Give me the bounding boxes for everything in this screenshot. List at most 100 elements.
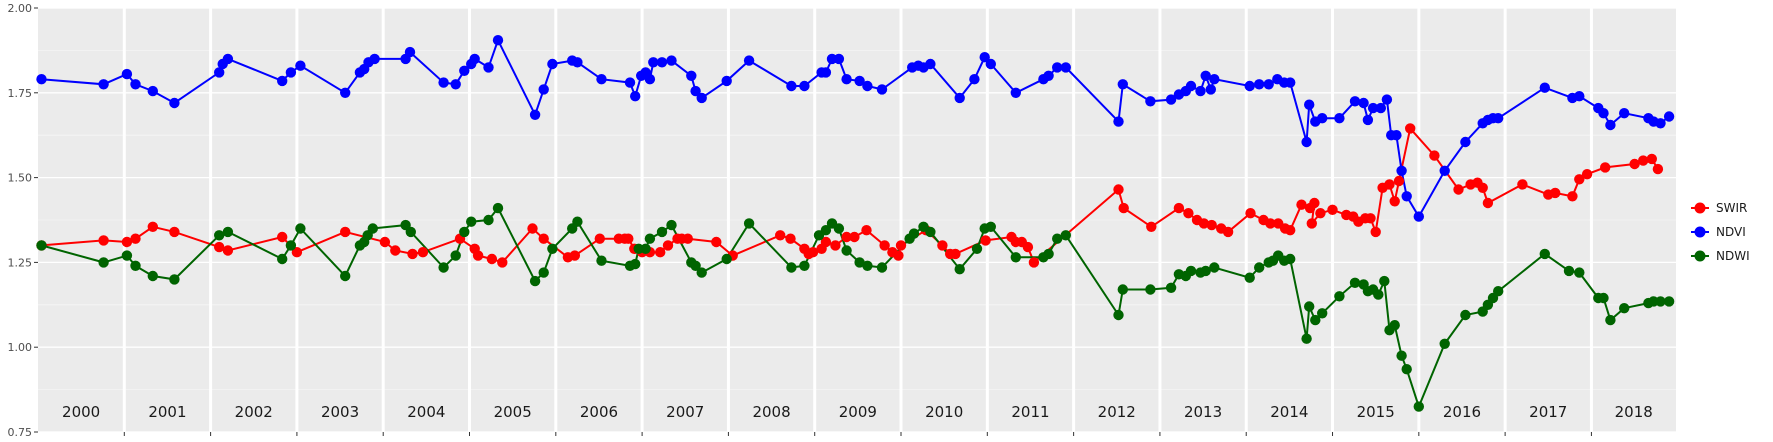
data-point-swir [1296,199,1307,210]
data-point-ndwi [492,202,504,214]
data-point-ndwi [786,262,797,273]
data-point-ndvi [369,53,380,65]
data-point-swir [1146,221,1157,232]
data-point-swir [497,257,508,268]
data-point-swir [861,225,872,236]
year-label: 2007 [666,403,704,421]
data-point-ndwi [908,228,920,239]
data-point-swir [879,240,890,251]
data-point-swir [1646,153,1658,165]
data-point-ndvi [1200,70,1211,82]
year-label: 2015 [1357,403,1395,421]
data-point-swir [1022,241,1034,253]
x-axis [123,432,1592,436]
data-point-swir [1173,202,1185,214]
data-point-swir [1206,219,1217,231]
data-point-ndvi [121,68,133,80]
data-point-ndvi [1043,70,1054,82]
data-point-ndwi [277,253,288,265]
data-point-ndvi [147,85,158,97]
data-point-ndwi [169,274,180,285]
data-point-ndwi [295,223,306,234]
data-point-swir [486,253,498,265]
data-point-ndvi [1413,211,1425,222]
data-point-ndvi [1362,114,1374,126]
data-point-swir [417,247,429,258]
data-point-swir [222,245,234,256]
data-point-ndwi [971,243,983,254]
data-point-ndvi [862,80,873,92]
data-point-swir [1581,169,1593,180]
data-point-ndvi [696,92,707,104]
data-point-ndwi [862,260,873,271]
data-point-ndvi [277,75,288,87]
data-point-swir [1028,257,1040,268]
year-label: 2005 [494,403,532,421]
data-point-ndwi [1310,314,1321,326]
y-tick-label: 1.25 [8,256,33,269]
data-point-swir [623,233,634,244]
data-point-swir [538,233,549,244]
data-point-ndwi [1244,272,1255,283]
data-point-swir [937,240,948,251]
data-point-swir [1638,155,1649,166]
data-point-ndwi [696,267,707,278]
data-point-swir [1315,208,1326,219]
data-point-swir [1629,158,1640,170]
data-point-ndwi [799,260,810,271]
data-point-swir [1517,179,1528,190]
data-point-swir [130,233,141,244]
data-point-swir [980,235,991,246]
legend-label: NDWI [1716,249,1750,263]
legend-item-ndvi: NDVI [1691,225,1746,239]
data-point-swir [1245,208,1256,219]
y-tick-label: 1.50 [8,172,33,185]
data-point-ndvi [483,62,494,73]
data-point-swir [390,245,401,256]
data-point-ndvi [624,77,636,88]
data-point-swir [1285,225,1296,236]
data-point-ndvi [1605,119,1616,131]
year-label: 2016 [1443,403,1481,421]
data-point-ndwi [466,216,477,227]
data-point-ndwi [954,264,965,275]
data-point-ndvi [799,80,810,92]
data-point-ndvi [1209,74,1220,85]
y-axis: 0.75 1.00 1.25 1.50 1.75 2.00 [8,2,38,439]
year-label: 2018 [1615,403,1653,421]
data-point-ndwi [405,226,416,238]
data-point-ndvi [690,85,701,97]
data-point-ndwi [1493,286,1504,297]
data-point-ndwi [1401,364,1412,375]
data-point-ndvi [1574,91,1585,102]
data-point-swir [1600,162,1611,173]
data-point-ndvi [648,57,659,68]
data-point-ndwi [630,258,641,270]
data-point-ndvi [1539,82,1551,93]
data-point-ndwi [1165,282,1177,293]
series-points [36,35,1675,412]
data-point-ndwi [1349,277,1361,288]
y-tick-label: 2.00 [8,2,33,15]
data-point-swir [1550,187,1561,199]
legend-key-point [1694,226,1706,238]
data-point-swir [1222,226,1234,238]
data-point-ndwi [841,245,852,256]
data-point-ndvi [841,74,852,85]
data-point-swir [1384,179,1395,190]
data-point-ndvi [1619,108,1630,119]
data-point-ndwi [1460,309,1471,321]
data-point-ndvi [1165,94,1177,105]
data-point-ndwi [1379,275,1390,287]
data-point-swir [1405,123,1416,134]
data-point-ndvi [1334,113,1345,124]
data-point-swir [1183,208,1194,219]
data-point-ndwi [367,223,378,234]
data-point-ndwi [666,219,677,231]
data-point-ndvi [1317,113,1328,124]
data-point-swir [1453,184,1464,195]
data-point-ndvi [630,91,641,102]
data-point-swir [594,233,605,244]
data-point-ndwi [572,216,583,227]
minor-gridlines [38,50,1676,391]
